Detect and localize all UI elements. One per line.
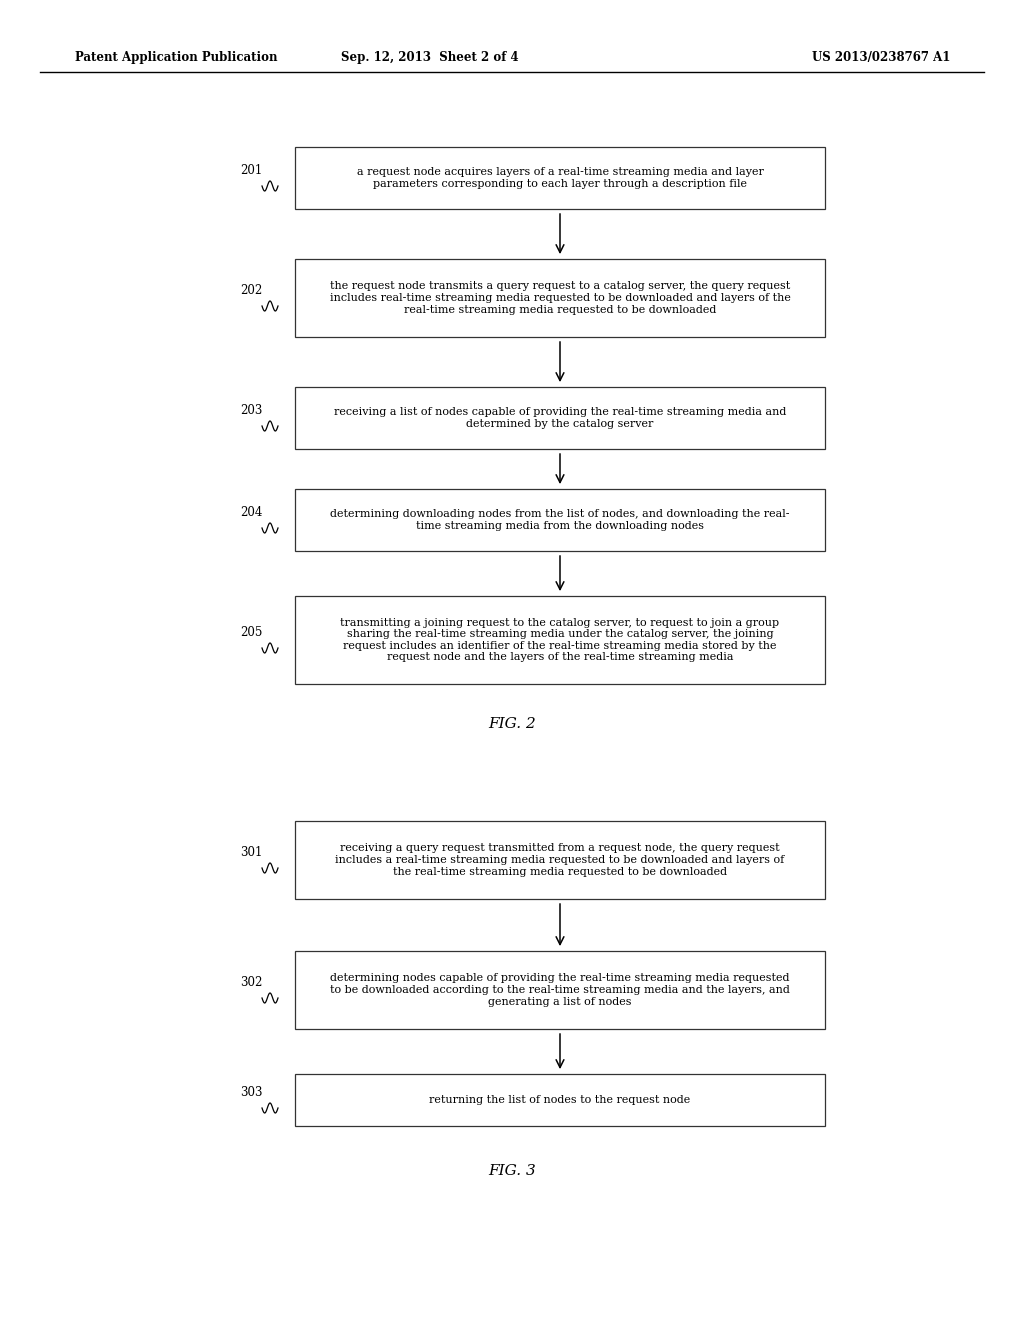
- Text: receiving a list of nodes capable of providing the real-time streaming media and: receiving a list of nodes capable of pro…: [334, 407, 786, 429]
- Bar: [295, 488, 825, 550]
- Text: receiving a query request transmitted from a request node, the query request
inc: receiving a query request transmitted fr…: [336, 843, 784, 876]
- Text: FIG. 3: FIG. 3: [488, 1164, 536, 1177]
- Bar: [295, 821, 825, 899]
- Text: Sep. 12, 2013  Sheet 2 of 4: Sep. 12, 2013 Sheet 2 of 4: [341, 51, 519, 65]
- Text: the request node transmits a query request to a catalog server, the query reques: the request node transmits a query reque…: [330, 281, 791, 314]
- Bar: [295, 597, 825, 684]
- Bar: [295, 387, 825, 449]
- Text: 205: 205: [240, 626, 262, 639]
- Text: 303: 303: [240, 1085, 262, 1098]
- Text: Patent Application Publication: Patent Application Publication: [75, 51, 278, 65]
- Text: FIG. 2: FIG. 2: [488, 717, 536, 731]
- Text: 204: 204: [240, 506, 262, 519]
- Bar: [295, 259, 825, 337]
- Text: 201: 201: [240, 164, 262, 177]
- Text: 202: 202: [240, 284, 262, 297]
- Text: 203: 203: [240, 404, 262, 417]
- Text: determining downloading nodes from the list of nodes, and downloading the real-
: determining downloading nodes from the l…: [331, 510, 790, 531]
- Bar: [295, 147, 825, 209]
- Bar: [295, 950, 825, 1030]
- Text: 301: 301: [240, 846, 262, 858]
- Text: determining nodes capable of providing the real-time streaming media requested
t: determining nodes capable of providing t…: [330, 973, 790, 1007]
- Text: transmitting a joining request to the catalog server, to request to join a group: transmitting a joining request to the ca…: [340, 618, 779, 663]
- Text: a request node acquires layers of a real-time streaming media and layer
paramete: a request node acquires layers of a real…: [356, 168, 764, 189]
- Text: US 2013/0238767 A1: US 2013/0238767 A1: [812, 51, 950, 65]
- Text: returning the list of nodes to the request node: returning the list of nodes to the reque…: [429, 1096, 690, 1105]
- Bar: [295, 1074, 825, 1126]
- Text: 302: 302: [240, 975, 262, 989]
